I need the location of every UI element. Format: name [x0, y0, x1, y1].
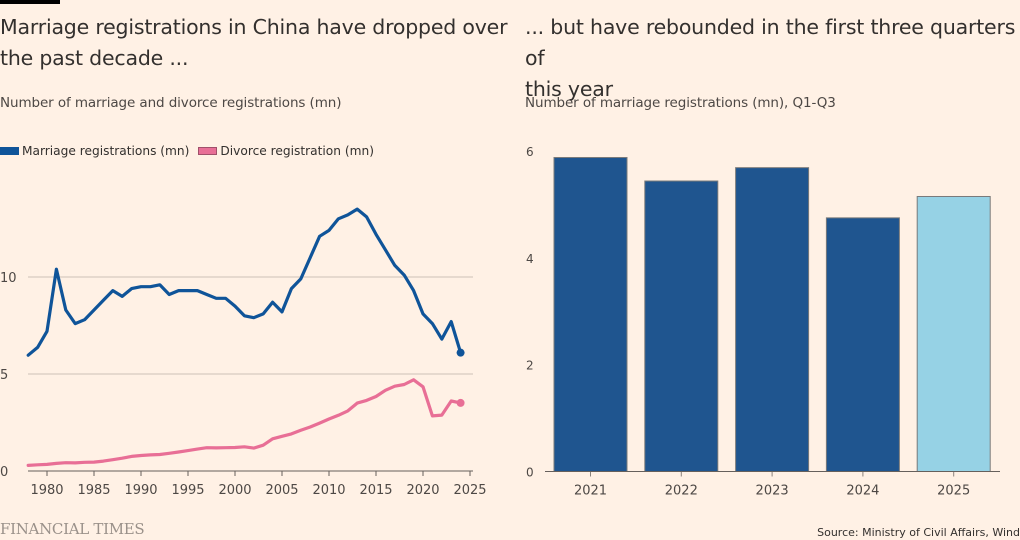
x-tick-label-1980: 1980	[30, 483, 63, 498]
bar-x-axis: 2021 2022 2023 2024 2025	[545, 471, 1000, 499]
right-title-line-2: this year	[525, 77, 613, 101]
line-series	[26, 207, 465, 467]
bar-y-tick-label-6: 6	[526, 145, 534, 159]
y-tick-label-10: 10	[0, 271, 17, 286]
series-line-divorce	[26, 378, 463, 467]
bar-x-tick-label-2025: 2025	[937, 484, 970, 499]
bar-x-tick-label-2024: 2024	[846, 484, 879, 499]
bar-2022	[644, 180, 719, 472]
x-axis: 1980 1985 1990 1995 2000 2005 2010 2015 2020 2025	[28, 470, 487, 498]
left-chart-title: Marriage registrations in China have dro…	[0, 12, 508, 74]
x-tick-label-2015: 2015	[359, 483, 392, 498]
y-gridlines	[28, 276, 473, 375]
line-chart: 0 5 10 1980 1985 1990 1995 2000 2005 2010 2015 202…	[0, 207, 487, 498]
x-tick-label-2025: 2025	[453, 483, 486, 498]
legend-item-divorce: Divorce registration (mn)	[198, 144, 374, 158]
bar-x-tick-label-2022: 2022	[665, 484, 698, 499]
right-chart-title: ... but have rebounded in the first thre…	[525, 12, 1020, 105]
y-tick-label-0: 0	[0, 465, 8, 480]
x-tick-label-2000: 2000	[218, 483, 251, 498]
bar-x-tick-label-2023: 2023	[756, 484, 789, 499]
left-chart-subtitle: Number of marriage and divorce registrat…	[0, 95, 342, 111]
legend-swatch-marriage	[0, 147, 19, 155]
x-tick-label-1990: 1990	[124, 483, 157, 498]
series-line-marriage	[26, 207, 463, 357]
legend-label-marriage: Marriage registrations (mn)	[22, 144, 190, 158]
y-axis-labels: 0 5 10	[0, 271, 17, 480]
x-tick-label-2020: 2020	[406, 483, 439, 498]
source-note: Source: Ministry of Civil Affairs, Wind	[817, 526, 1020, 539]
bar-y-tick-label-2: 2	[526, 359, 534, 373]
right-chart-subtitle: Number of marriage registrations (mn), Q…	[525, 95, 836, 111]
bar-2023	[735, 167, 810, 473]
bar-y-tick-label-4: 4	[526, 252, 534, 266]
x-tick-label-2010: 2010	[312, 483, 345, 498]
legend-swatch-divorce	[198, 147, 218, 155]
left-title-line-2: the past decade ...	[0, 46, 189, 70]
x-tick-label-1995: 1995	[171, 483, 204, 498]
legend-label-divorce: Divorce registration (mn)	[220, 144, 374, 158]
left-title-line-1: Marriage registrations in China have dro…	[0, 15, 508, 39]
bar-y-axis-labels: 0 2 4 6	[526, 145, 534, 479]
legend-item-marriage: Marriage registrations (mn)	[0, 144, 189, 158]
bar-2025	[916, 195, 991, 473]
ft-top-bar	[0, 0, 60, 4]
bar-2024	[825, 217, 900, 472]
bar-x-tick-label-2021: 2021	[574, 484, 607, 499]
y-tick-label-5: 5	[0, 368, 8, 383]
end-marker-divorce	[456, 398, 465, 407]
x-tick-label-2005: 2005	[265, 483, 298, 498]
bar-2021	[553, 157, 628, 472]
end-marker-marriage	[456, 348, 465, 357]
ft-logo: FINANCIAL TIMES	[0, 520, 145, 538]
right-title-line-1: ... but have rebounded in the first thre…	[525, 15, 1016, 70]
legend: Marriage registrations (mn) Divorce regi…	[0, 144, 383, 158]
bar-y-tick-label-0: 0	[526, 466, 534, 480]
x-tick-label-1985: 1985	[77, 483, 110, 498]
bars	[553, 157, 991, 473]
